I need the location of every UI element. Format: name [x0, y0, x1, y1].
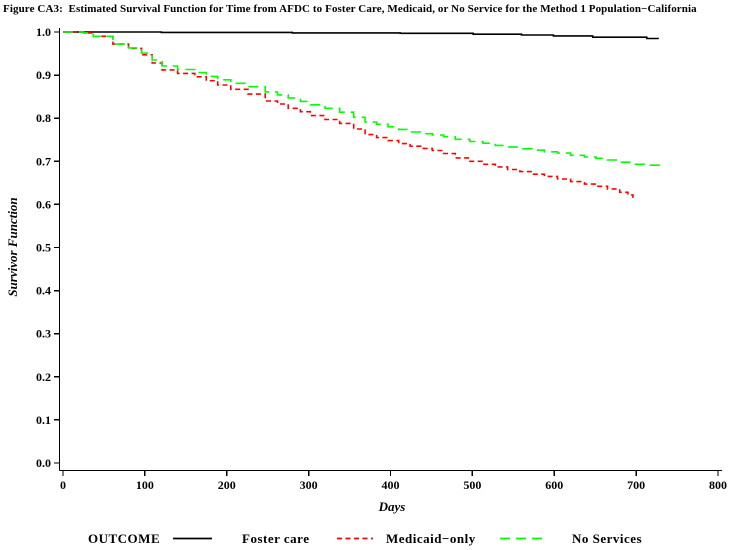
y-tick-group: 0.0 0.1 0.2 0.3 0.4 0.5 0.6 0.7 0.8 0.9 1.0 — [36, 25, 60, 470]
y-tick-label: 0.0 — [36, 456, 51, 470]
axes — [58, 28, 722, 472]
legend-label-medicaid-only: Medicaid−only — [386, 531, 476, 546]
legend-label-no-services: No Services — [572, 531, 642, 546]
x-tick-label: 600 — [545, 478, 563, 492]
x-tick-label: 300 — [300, 478, 318, 492]
legend: OUTCOME Foster care Medicaid−only No Servic… — [88, 531, 642, 546]
x-tick-label: 500 — [463, 478, 481, 492]
x-axis-title: Days — [378, 499, 406, 514]
series-medicaid-only-line — [63, 31, 634, 198]
y-tick-label: 0.8 — [36, 111, 51, 125]
y-tick-label: 0.9 — [36, 68, 51, 82]
y-tick-label: 0.6 — [36, 197, 51, 211]
series-foster-care-line — [63, 31, 659, 40]
x-tick-label: 400 — [382, 478, 400, 492]
y-tick-label: 0.7 — [36, 154, 51, 168]
x-tick-label: 700 — [627, 478, 645, 492]
y-tick-label: 0.5 — [36, 241, 51, 255]
y-tick-label: 0.2 — [36, 370, 51, 384]
y-tick-label: 0.4 — [36, 284, 51, 298]
y-tick-label: 0.3 — [36, 327, 51, 341]
x-tick-label: 800 — [709, 478, 727, 492]
series-no-services-line — [63, 31, 661, 166]
x-tick-label: 100 — [136, 478, 154, 492]
x-tick-label: 0 — [60, 478, 66, 492]
y-tick-label: 0.1 — [36, 413, 51, 427]
legend-label-foster-care: Foster care — [242, 531, 309, 546]
x-tick-group: 0 100 200 300 400 500 600 700 800 — [60, 470, 727, 492]
chart-title: Figure CA3: Estimated Survival Function … — [3, 3, 697, 15]
x-tick-label: 200 — [218, 478, 236, 492]
y-tick-label: 1.0 — [36, 25, 51, 39]
y-axis-title: Survivor Function — [5, 197, 20, 296]
legend-title: OUTCOME — [88, 531, 160, 546]
